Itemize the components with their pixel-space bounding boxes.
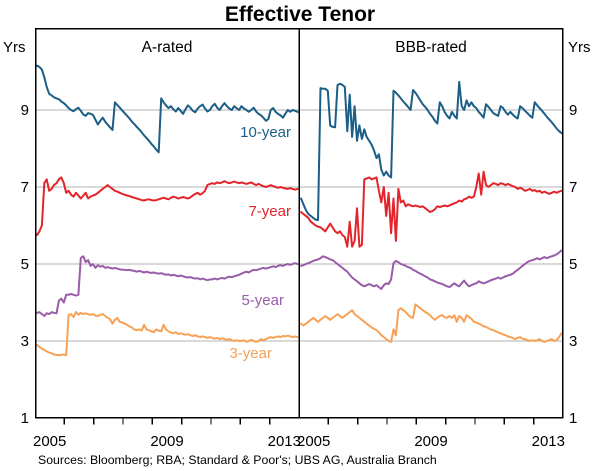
y-tick-label: 1: [21, 410, 29, 427]
y-axis-labels-left: 9 7 5 3 1: [21, 102, 29, 427]
line-10-year-a: [36, 64, 299, 154]
page-title: Effective Tenor: [225, 3, 375, 26]
series-label-3-year: 3-year: [229, 345, 272, 362]
line-7-year-bbb: [300, 170, 563, 248]
series-label-7-year: 7-year: [248, 203, 291, 220]
panel-label-bbb-rated: BBB-rated: [395, 39, 467, 56]
line-7-year-a: [36, 176, 299, 237]
line-3-year-a: [36, 311, 299, 357]
y-tick-label: 3: [21, 333, 29, 350]
line-5-year-bbb: [300, 249, 563, 290]
axes: [34, 27, 564, 419]
x-tick-label: 2013: [532, 433, 565, 450]
x-tick-label: 2005: [33, 433, 66, 450]
y-axis-labels-right: 9 7 5 3 1: [569, 102, 577, 427]
y-tick-label: 7: [21, 179, 29, 196]
y-tick-label: 9: [569, 102, 577, 119]
x-tick-label: 2013: [268, 433, 301, 450]
panel-label-a-rated: A-rated: [142, 39, 193, 56]
series-layer-a-rated: [36, 64, 299, 357]
line-5-year-a: [36, 255, 299, 317]
y-axis-unit-right: Yrs: [568, 39, 591, 56]
line-10-year-bbb: [300, 80, 563, 222]
y-tick-label: 5: [21, 256, 29, 273]
x-tick-label: 2009: [414, 433, 447, 450]
series-label-5-year: 5-year: [241, 292, 284, 309]
y-tick-label: 5: [569, 256, 577, 273]
x-tick-label: 2009: [150, 433, 183, 450]
line-3-year-bbb: [300, 303, 563, 343]
x-axis-ticks: [63, 418, 535, 425]
y-tick-label: 3: [569, 333, 577, 350]
x-axis-labels: 2005 2009 2013 2005 2009 2013: [33, 433, 565, 450]
y-tick-label: 9: [21, 102, 29, 119]
x-tick-label: 2005: [297, 433, 330, 450]
source-note: Sources: Bloomberg; RBA; Standard & Poor…: [38, 453, 437, 467]
y-tick-label: 1: [569, 410, 577, 427]
y-axis-unit-left: Yrs: [3, 39, 26, 56]
series-layer-bbb-rated: [300, 80, 563, 343]
y-tick-label: 7: [569, 179, 577, 196]
series-label-10-year: 10-year: [240, 124, 291, 141]
